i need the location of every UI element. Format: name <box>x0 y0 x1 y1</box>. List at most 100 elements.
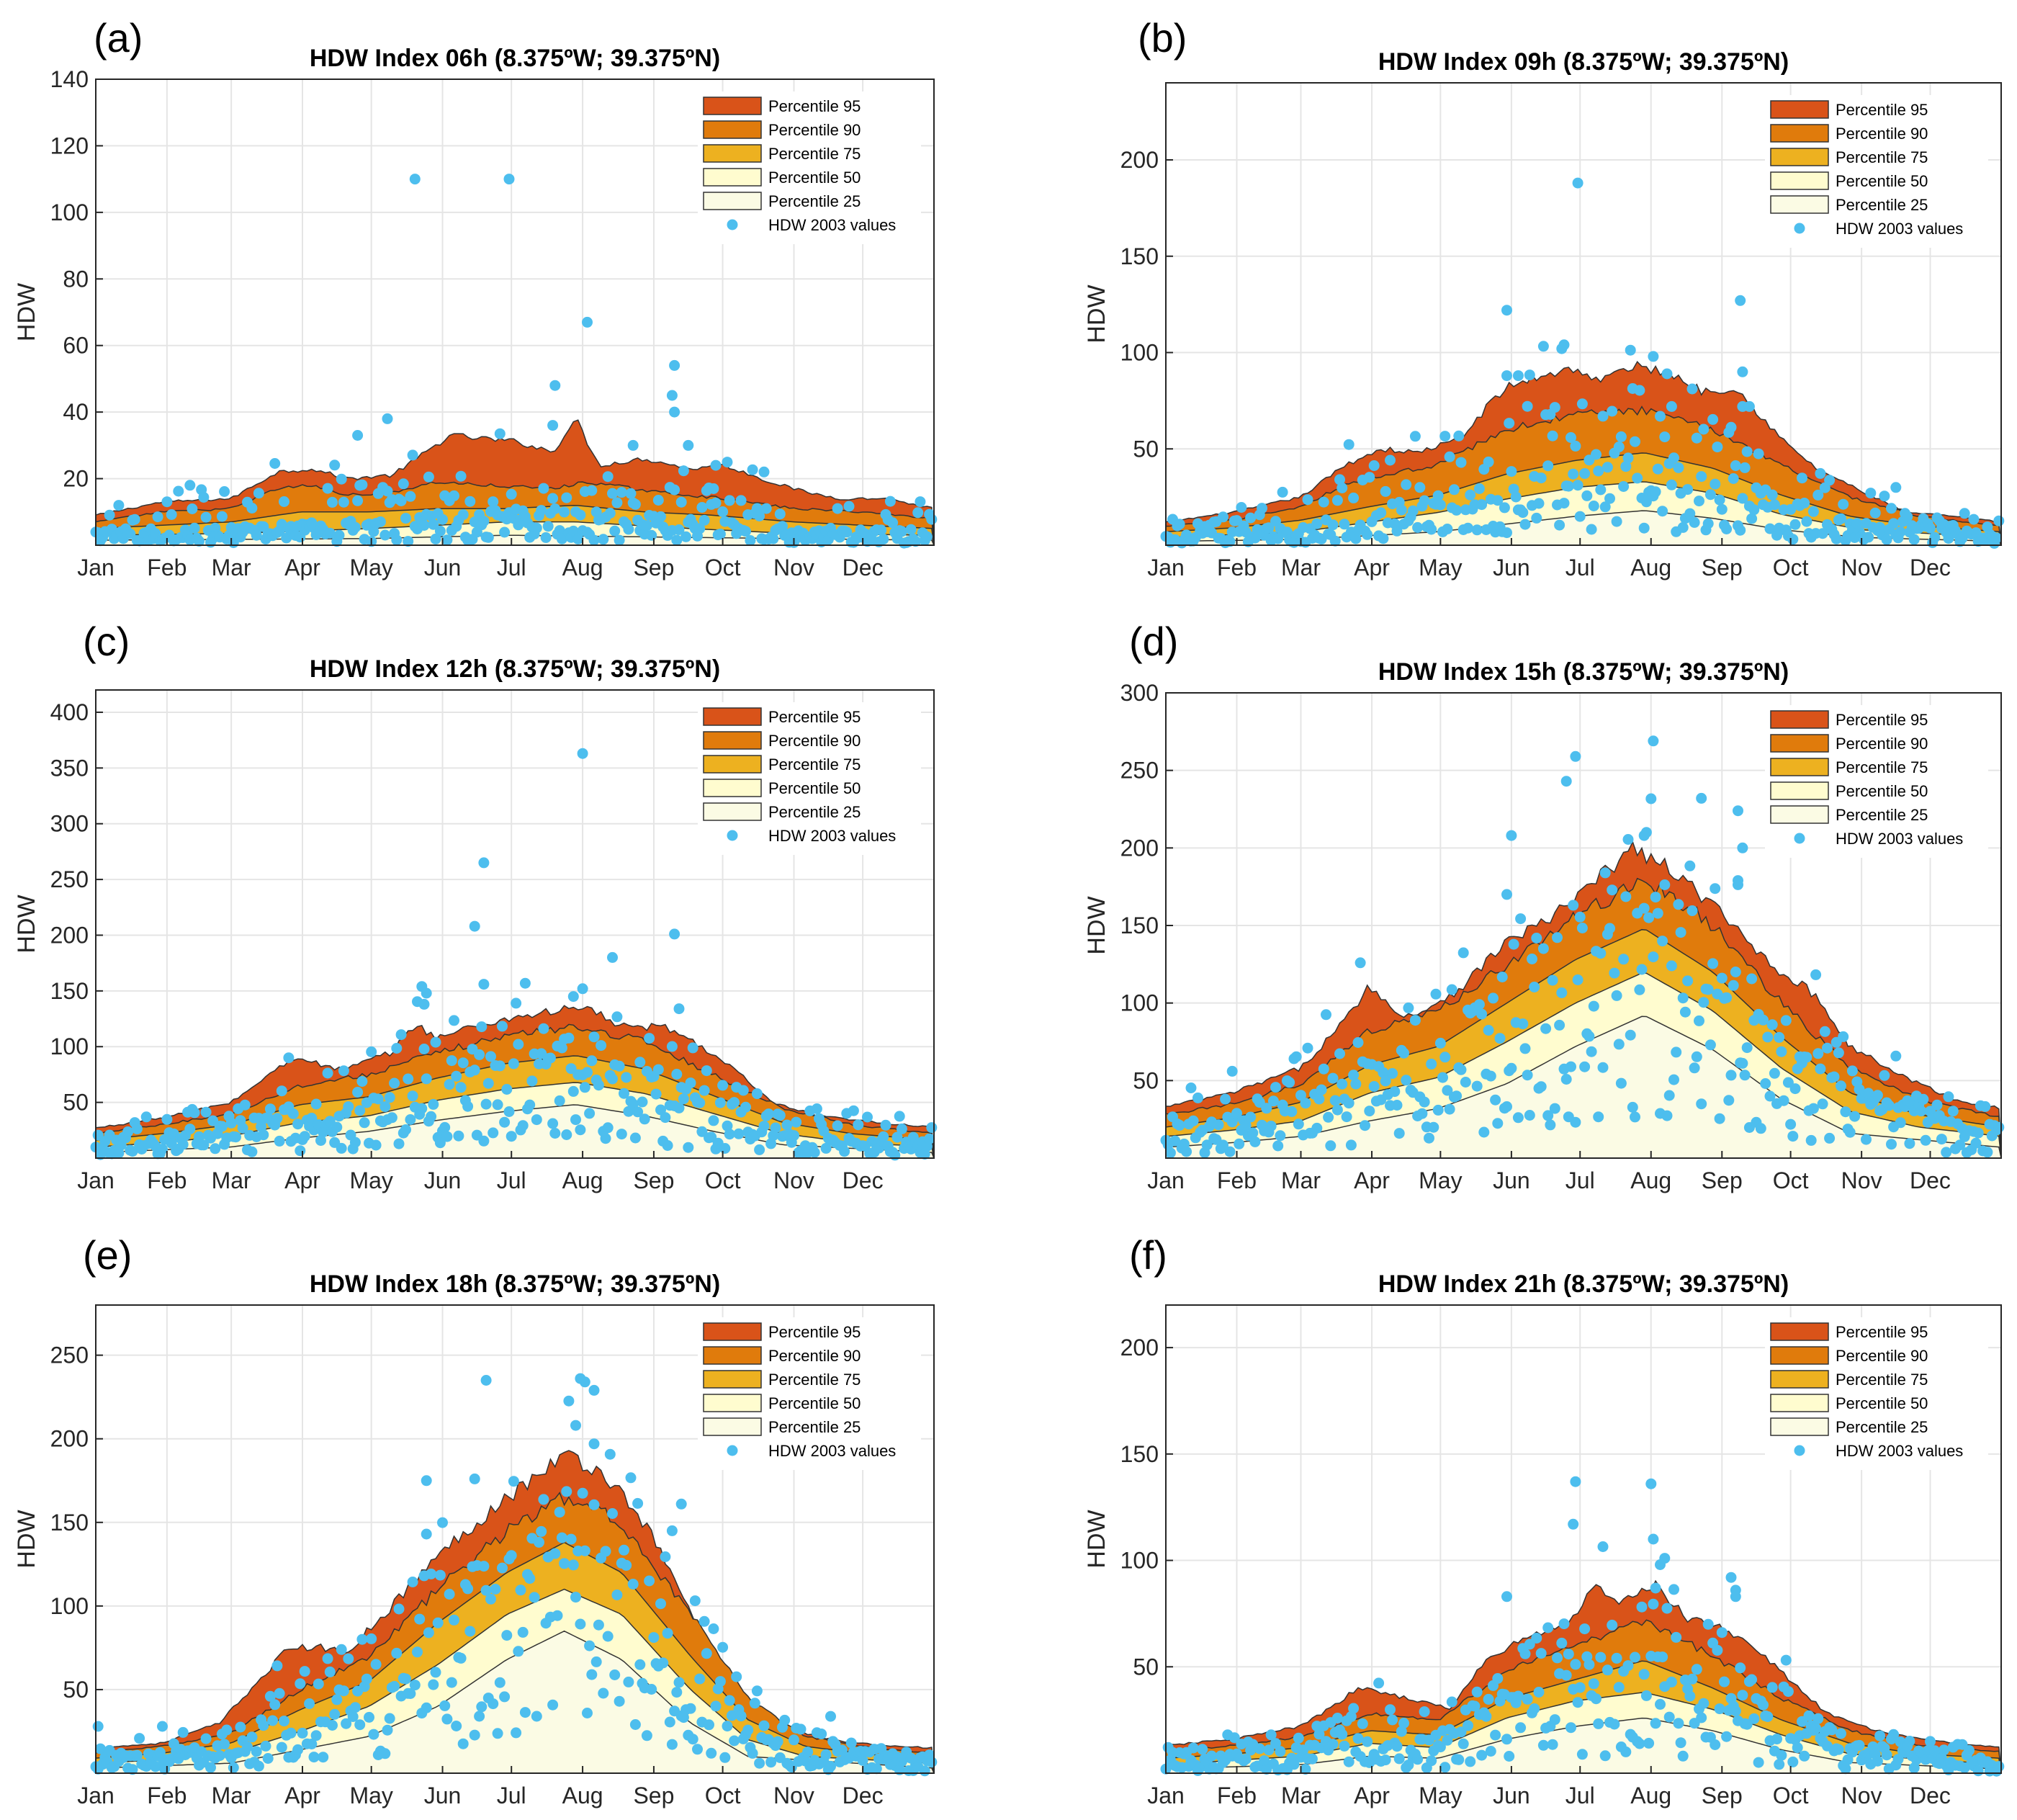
hdw-2003-point <box>430 1667 441 1678</box>
hdw-2003-point <box>600 1546 611 1557</box>
hdw-2003-point <box>1904 1138 1915 1149</box>
hdw-2003-point <box>1661 368 1673 380</box>
hdw-2003-point <box>1625 1029 1636 1041</box>
legend-marker <box>1794 223 1805 234</box>
hdw-2003-point <box>687 1042 698 1054</box>
hdw-2003-point <box>1714 1703 1725 1715</box>
hdw-2003-point <box>1398 1047 1409 1059</box>
hdw-2003-point <box>1591 1693 1602 1705</box>
panel-label: (d) <box>1129 619 1178 664</box>
hdw-2003-point <box>549 503 561 514</box>
legend-label: Percentile 75 <box>1836 758 1928 776</box>
hdw-2003-point <box>1630 1651 1640 1663</box>
hdw-2003-point <box>324 1666 336 1677</box>
hdw-2003-point <box>1730 460 1741 471</box>
x-tick-label: Feb <box>147 1783 187 1808</box>
hdw-2003-point <box>1721 524 1733 534</box>
hdw-2003-point <box>1218 511 1228 523</box>
hdw-2003-point <box>1833 1744 1844 1755</box>
hdw-2003-point <box>228 1762 239 1773</box>
hdw-2003-point <box>1920 1134 1931 1146</box>
hdw-2003-point <box>384 1092 395 1103</box>
y-axis-label: HDW <box>1083 1510 1110 1568</box>
legend-label: Percentile 75 <box>1836 148 1928 166</box>
y-tick-label: 150 <box>1120 243 1159 269</box>
hdw-2003-point <box>1323 1111 1334 1123</box>
hdw-2003-point <box>494 1677 506 1688</box>
hdw-2003-point <box>386 1112 397 1124</box>
hdw-2003-point <box>811 1103 822 1114</box>
y-tick-label: 100 <box>1120 990 1159 1016</box>
hdw-2003-point <box>1385 1704 1396 1716</box>
hdw-2003-point <box>1348 1070 1360 1081</box>
hdw-2003-point <box>1439 1762 1451 1773</box>
hdw-2003-point <box>1673 462 1684 473</box>
hdw-2003-point <box>1201 1139 1213 1151</box>
x-tick-label: Oct <box>1773 1167 1809 1193</box>
hdw-2003-point <box>441 1713 453 1725</box>
hdw-2003-point <box>1542 1110 1554 1121</box>
hdw-2003-point <box>554 1095 565 1106</box>
hdw-2003-point <box>1453 1754 1465 1765</box>
hdw-2003-point <box>462 1100 474 1112</box>
hdw-2003-point <box>708 483 719 494</box>
hdw-2003-point <box>239 1099 251 1111</box>
chart-title: HDW Index 15h (8.375ºW; 39.375ºN) <box>1378 658 1789 686</box>
hdw-2003-point <box>1980 1100 1991 1112</box>
hdw-2003-point <box>1181 1146 1192 1157</box>
y-tick-label: 250 <box>50 866 89 892</box>
hdw-2003-point <box>480 1584 492 1596</box>
hdw-2003-point <box>455 1082 467 1093</box>
legend-swatch <box>703 731 762 750</box>
x-tick-label: Sep <box>633 555 674 580</box>
hdw-2003-point <box>1434 1037 1446 1049</box>
hdw-2003-point <box>1501 1734 1512 1745</box>
hdw-2003-point <box>1746 513 1758 524</box>
y-tick-label: 200 <box>50 922 89 948</box>
hdw-2003-point <box>1892 1754 1904 1765</box>
hdw-2003-point <box>154 1747 166 1758</box>
x-tick-label: Oct <box>705 1167 741 1193</box>
hdw-2003-point <box>1883 1100 1895 1111</box>
hdw-2003-point <box>1964 1744 1975 1756</box>
hdw-2003-point <box>1387 1714 1398 1726</box>
legend-label: Percentile 90 <box>768 1347 861 1365</box>
hdw-2003-point <box>912 507 924 519</box>
hdw-2003-point <box>1865 488 1877 499</box>
hdw-2003-point <box>488 496 499 508</box>
hdw-2003-point <box>1666 960 1677 972</box>
hdw-2003-point <box>538 1023 549 1034</box>
hdw-2003-point <box>1931 1099 1943 1111</box>
hdw-2003-point <box>634 1057 646 1068</box>
hdw-2003-point <box>588 1438 600 1450</box>
x-tick-label: Aug <box>1630 1167 1671 1193</box>
legend-label: Percentile 50 <box>768 169 861 187</box>
hdw-2003-point <box>299 1666 310 1677</box>
hdw-2003-point <box>1419 495 1430 506</box>
hdw-2003-point <box>556 1532 567 1543</box>
hdw-2003-point <box>430 1036 441 1048</box>
hdw-2003-point <box>295 1678 306 1690</box>
y-tick-label: 50 <box>1133 436 1159 462</box>
hdw-2003-point <box>1343 1098 1355 1109</box>
hdw-2003-point <box>1824 475 1836 486</box>
hdw-2003-point <box>609 525 621 537</box>
legend-swatch <box>1770 781 1829 800</box>
hdw-2003-point <box>403 1073 414 1085</box>
hdw-2003-point <box>1668 1584 1679 1595</box>
hdw-2003-point <box>666 1739 678 1750</box>
hdw-2003-point <box>710 1700 722 1712</box>
hdw-2003-point <box>1886 503 1897 514</box>
hdw-2003-point <box>1407 505 1419 516</box>
hdw-2003-point <box>729 1735 740 1747</box>
hdw-2003-point <box>719 1752 731 1763</box>
hdw-2003-point <box>432 1617 444 1628</box>
hdw-2003-point <box>354 1719 366 1731</box>
hdw-2003-point <box>584 1108 596 1119</box>
hdw-2003-point <box>1453 430 1465 441</box>
hdw-2003-point <box>1668 1074 1679 1085</box>
hdw-2003-point <box>1615 1077 1627 1089</box>
hdw-2003-point <box>1240 1754 1252 1765</box>
hdw-2003-point <box>310 1098 322 1110</box>
hdw-2003-point <box>421 1073 432 1085</box>
